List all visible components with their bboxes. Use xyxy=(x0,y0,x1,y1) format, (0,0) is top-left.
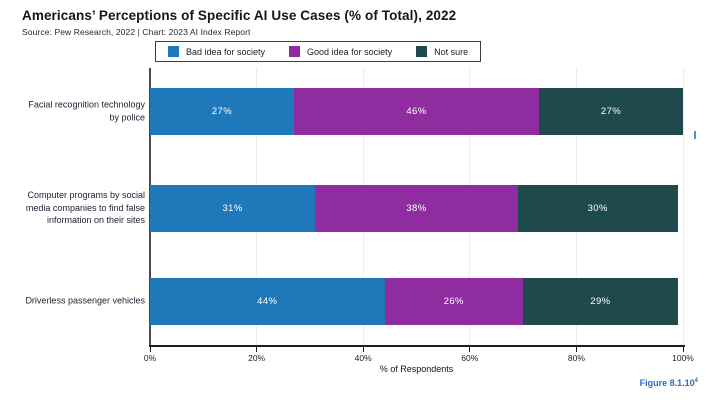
legend-label: Good idea for society xyxy=(307,46,393,57)
bar-row: 27% 46% 27% xyxy=(150,88,683,135)
bar-segment: 27% xyxy=(539,88,683,135)
bar-segment: 30% xyxy=(517,185,678,232)
legend-item: Not sure xyxy=(416,46,468,57)
axis-tick xyxy=(256,347,258,352)
axis-tick-label: 60% xyxy=(461,353,479,363)
figure-number-text: Figure 8.1.10 xyxy=(639,378,695,388)
category-label-line: by police xyxy=(109,112,145,122)
category-labels: Facial recognition technology by police Co… xyxy=(0,0,145,403)
bar-segment: 38% xyxy=(315,185,518,232)
category-label-line: Computer programs by social xyxy=(27,190,145,201)
axis-tick-label: 80% xyxy=(567,353,585,363)
category-label-line: information on their sites xyxy=(46,215,145,226)
bar-segment: 27% xyxy=(150,88,294,135)
category-label-line: media companies to find false xyxy=(25,202,145,213)
bar-value-label: 27% xyxy=(600,106,622,117)
figure-number: Figure 8.1.104 xyxy=(640,378,698,388)
legend-item: Bad idea for society xyxy=(168,46,265,57)
bar-value-label: 44% xyxy=(257,296,278,307)
category-label: Driverless passenger vehicles xyxy=(0,295,145,308)
axis-tick-label: 40% xyxy=(354,353,372,363)
category-label-line: Facial recognition technology xyxy=(28,99,145,110)
axis-tick xyxy=(362,347,364,352)
bar-row: 44% 26% 29% xyxy=(150,278,683,325)
bar-value-label: 46% xyxy=(406,106,427,117)
axis-tick-label: 0% xyxy=(143,353,157,363)
category-label: Computer programs by social media compani… xyxy=(0,189,145,227)
axis-tick xyxy=(149,347,151,352)
axis-tick-label: 100% xyxy=(672,353,694,363)
figure-number-footnote: 4 xyxy=(694,378,698,384)
bar-segment: 46% xyxy=(293,88,540,135)
legend-item: Good idea for society xyxy=(289,46,392,57)
category-label: Facial recognition technology by police xyxy=(0,98,145,123)
bar-value-label: 31% xyxy=(222,203,243,214)
x-axis-line xyxy=(149,345,685,347)
legend-label: Not sure xyxy=(434,46,469,57)
axis-tick xyxy=(469,347,471,352)
axis-tick xyxy=(682,347,684,352)
bar-segment: 44% xyxy=(150,278,385,325)
bar-value-label: 29% xyxy=(590,296,611,307)
chart-source: Source: Pew Research, 2022 | Chart: 2023… xyxy=(22,27,251,37)
category-label-line: Driverless passenger vehicles xyxy=(25,295,145,306)
stray-cursor-artifact xyxy=(694,131,696,139)
legend: Bad idea for society Good idea for societ… xyxy=(155,41,482,62)
axis-tick xyxy=(575,347,577,352)
chart-title: Americans’ Perceptions of Specific AI Us… xyxy=(22,8,457,23)
bar-segment: 29% xyxy=(523,278,678,325)
x-axis-label: % of Respondents xyxy=(379,364,454,374)
bar-segment: 26% xyxy=(384,278,524,325)
plot-area: % of Respondents 0% 20% 40% 60% 80% 100% 27% 46… xyxy=(144,68,694,374)
bar-value-label: 27% xyxy=(211,106,233,117)
legend-swatch-icon xyxy=(416,46,428,57)
legend-label: Bad idea for society xyxy=(186,46,266,57)
axis-tick-label: 20% xyxy=(248,353,266,363)
legend-swatch-icon xyxy=(168,46,179,57)
legend-swatch-icon xyxy=(289,46,301,57)
bar-value-label: 38% xyxy=(406,203,427,214)
bar-segment: 31% xyxy=(150,185,316,232)
bar-value-label: 30% xyxy=(587,203,608,214)
gridline xyxy=(682,68,684,345)
bar-value-label: 26% xyxy=(443,296,464,307)
bar-row: 31% 38% 30% xyxy=(150,185,683,232)
